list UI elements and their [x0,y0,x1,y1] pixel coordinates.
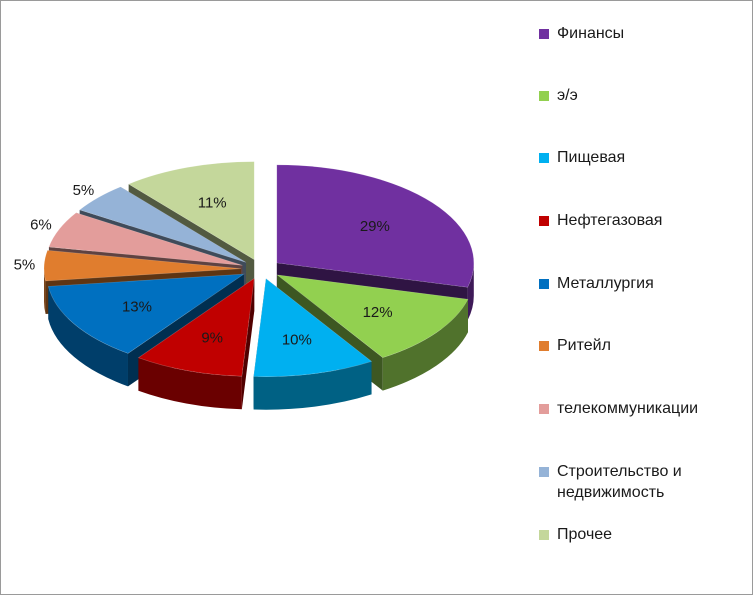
legend-swatch [539,216,549,226]
data-label: 9% [201,329,223,346]
data-label: 10% [282,331,312,348]
legend-swatch [539,467,549,477]
legend-label: Ритейл [557,337,611,354]
legend-swatch [539,91,549,101]
data-label: 12% [363,304,393,321]
slice-outer-wall [382,299,468,391]
slice-outer-wall [138,357,242,410]
slice-Финансы [276,164,475,288]
slice-э/э [276,274,469,358]
legend-label: Металлургия [557,275,654,292]
data-label: 13% [122,299,152,316]
slice-Прочее [127,161,255,261]
data-label: 5% [73,182,95,199]
slice-outer-wall [44,268,46,314]
slice-телекоммуникации [48,212,243,266]
slice-Пищевая [253,278,373,377]
data-label: 6% [30,217,52,234]
legend-swatch [539,29,549,39]
slice-Металлургия [47,273,245,354]
legend-swatch [539,153,549,163]
legend-swatch [539,341,549,351]
legend-label: Строительство и недвижимость [557,463,682,501]
legend-swatch [539,279,549,289]
legend-swatch [539,530,549,540]
legend-label: Пищевая [557,149,626,166]
data-label: 29% [360,218,390,235]
legend-label: телекоммуникации [557,400,699,417]
slice-Строительство и недвижимость [79,186,247,263]
data-label: 5% [14,256,36,273]
slice-outer-wall [253,361,372,410]
slice-Ритейл [43,250,242,282]
legend-label: Прочее [557,526,613,543]
slice-outer-wall [467,262,474,321]
slice-outer-wall [48,286,128,387]
slice-Нефтегазовая [137,277,255,377]
legend-label: Нефтегазовая [557,212,663,229]
legend-swatch [539,404,549,414]
legend-label: э/э [557,87,578,104]
data-label: 11% [198,195,227,212]
legend-label: Финансы [557,25,625,42]
